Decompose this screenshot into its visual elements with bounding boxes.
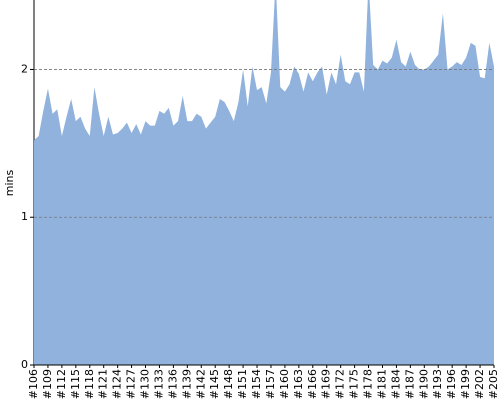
y-tick-label: 0 — [21, 358, 28, 371]
x-tick-label: #166 — [306, 369, 319, 399]
x-tick-label: #151 — [236, 369, 249, 399]
x-tick-label: #205 — [487, 369, 500, 399]
x-tick-label: #172 — [334, 369, 347, 399]
x-tick-label: #169 — [320, 369, 333, 399]
x-tick-label: #190 — [417, 369, 430, 399]
x-tick-label: #109 — [41, 369, 54, 399]
x-tick-label: #130 — [139, 369, 152, 399]
x-tick-label: #193 — [431, 369, 444, 399]
x-tick-label: #181 — [375, 369, 388, 399]
x-tick-label: #142 — [194, 369, 207, 399]
x-tick-label: #106 — [27, 369, 40, 399]
x-tick-label: #163 — [292, 369, 305, 399]
x-tick-label: #127 — [125, 369, 138, 399]
x-tick-label: #199 — [459, 369, 472, 399]
y-axis-label: mins — [3, 169, 16, 196]
x-tick-label: #121 — [97, 369, 110, 399]
x-tick-label: #136 — [166, 369, 179, 399]
x-tick-label: #112 — [55, 369, 68, 399]
area — [34, 0, 494, 365]
x-tick-label: #175 — [348, 369, 361, 399]
x-tick-label: #160 — [278, 369, 291, 399]
x-tick-label: #133 — [152, 369, 165, 399]
x-tick-label: #148 — [222, 369, 235, 399]
x-tick-label: #187 — [403, 369, 416, 399]
x-tick-label: #184 — [389, 369, 402, 399]
x-tick-label: #202 — [473, 369, 486, 399]
x-tick-label: #145 — [208, 369, 221, 399]
x-tick-label: #124 — [111, 369, 124, 399]
y-tick-label: 2 — [21, 62, 28, 75]
x-tick-label: #139 — [180, 369, 193, 399]
x-tick-label: #115 — [69, 369, 82, 399]
x-tick-label: #157 — [264, 369, 277, 399]
x-tick-label: #196 — [445, 369, 458, 399]
x-tick-label: #154 — [250, 369, 263, 399]
x-tick-label: #178 — [362, 369, 375, 399]
x-tick-label: #118 — [83, 369, 96, 399]
y-tick-label: 1 — [21, 210, 28, 223]
